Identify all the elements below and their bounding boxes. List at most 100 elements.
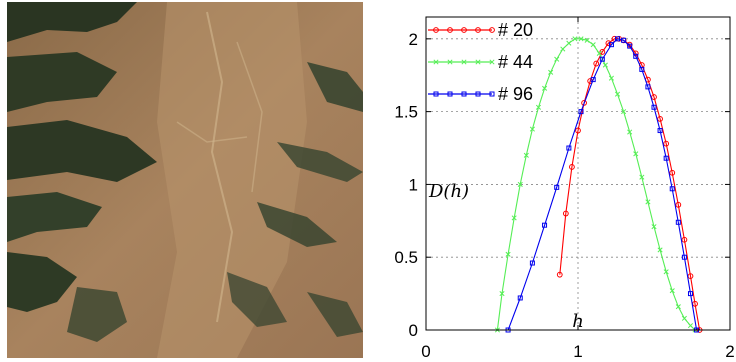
data-point [554, 184, 560, 190]
data-point [475, 59, 481, 65]
legend-label: # 96 [498, 84, 533, 104]
data-point [447, 91, 453, 97]
data-point [556, 271, 563, 278]
data-point [669, 288, 675, 294]
data-point [593, 60, 600, 67]
data-point [675, 304, 681, 310]
series-line [496, 38, 696, 331]
data-point [669, 186, 675, 192]
y-tick-label: 1.5 [394, 103, 418, 122]
data-point [447, 27, 453, 33]
data-point [681, 236, 688, 243]
data-point [633, 53, 639, 59]
data-point [461, 91, 467, 97]
data-point [675, 201, 682, 208]
data-point [554, 56, 560, 62]
x-tick-label: 2 [725, 342, 734, 361]
data-point [615, 36, 621, 42]
legend-label: # 44 [498, 52, 533, 72]
data-point [590, 77, 596, 83]
y-tick-label: 0.5 [394, 248, 418, 267]
data-point [669, 169, 676, 176]
data-point [499, 291, 505, 297]
data-point [639, 174, 645, 180]
data-point [584, 37, 590, 43]
data-point [639, 66, 645, 72]
x-tick-label: 0 [421, 342, 430, 361]
data-point [475, 91, 481, 97]
data-point [627, 43, 633, 49]
legend-label: # 20 [498, 20, 533, 40]
data-point [681, 315, 687, 321]
data-point [657, 116, 663, 122]
data-point [602, 62, 608, 68]
data-point [581, 99, 587, 106]
data-point [542, 85, 548, 91]
data-point [511, 215, 517, 221]
data-point [663, 155, 669, 161]
data-point [599, 49, 606, 55]
data-point [621, 109, 627, 115]
data-point [489, 27, 495, 33]
data-point [614, 91, 621, 97]
data-point [621, 37, 627, 43]
data-point [433, 27, 439, 33]
data-point [651, 104, 657, 110]
data-point [542, 222, 548, 228]
data-point [461, 27, 467, 33]
data-point [575, 127, 581, 134]
data-point [529, 126, 535, 132]
data-point [681, 254, 687, 260]
x-tick-label: 1 [573, 342, 582, 361]
data-point [687, 291, 693, 297]
data-point [566, 145, 572, 151]
series-layer [494, 35, 703, 333]
data-point [433, 59, 439, 65]
data-point [505, 251, 511, 257]
data-point [657, 128, 663, 134]
y-axis-label: D(h) [428, 181, 469, 202]
satellite-terrain-image [7, 2, 363, 358]
data-point [548, 69, 554, 75]
dh-spectrum-chart: 0 0.5 1 1.5 2 0 1 2 D(h) h # 20 # 44 # 96 [394, 16, 735, 361]
data-point [475, 27, 481, 33]
data-point [633, 151, 639, 157]
data-point [433, 91, 439, 97]
data-point [517, 181, 523, 187]
data-point [535, 104, 542, 110]
y-tick-label: 0 [409, 321, 418, 340]
series-2 [494, 36, 698, 333]
data-point [560, 46, 566, 52]
y-tick-label: 2 [409, 30, 418, 49]
data-point [578, 109, 584, 115]
series-1 [556, 35, 703, 333]
data-point [569, 164, 575, 170]
series-line [507, 38, 698, 331]
ticks-layer: 0 0.5 1 1.5 2 0 1 2 [394, 17, 735, 361]
series-line [559, 38, 701, 331]
data-point [675, 219, 681, 225]
data-point [529, 260, 535, 266]
data-point [687, 323, 694, 329]
data-point [599, 56, 605, 62]
data-point [578, 36, 584, 42]
data-point [663, 140, 670, 147]
data-point [596, 50, 602, 56]
data-point [447, 59, 453, 65]
data-point [461, 59, 467, 65]
y-tick-label: 1 [409, 175, 418, 194]
legend-entry: # 44 [428, 52, 533, 72]
data-point [645, 199, 651, 205]
legend-entry: # 96 [428, 84, 533, 104]
data-point [523, 152, 529, 158]
data-point [651, 224, 657, 230]
data-point [572, 36, 578, 42]
legend: # 20 # 44 # 96 [428, 20, 533, 104]
data-point [590, 42, 596, 48]
data-point [517, 295, 523, 301]
data-point [651, 94, 657, 100]
x-axis-label: h [572, 311, 584, 332]
data-point [605, 40, 612, 47]
data-point [566, 40, 572, 46]
data-point [657, 247, 663, 253]
